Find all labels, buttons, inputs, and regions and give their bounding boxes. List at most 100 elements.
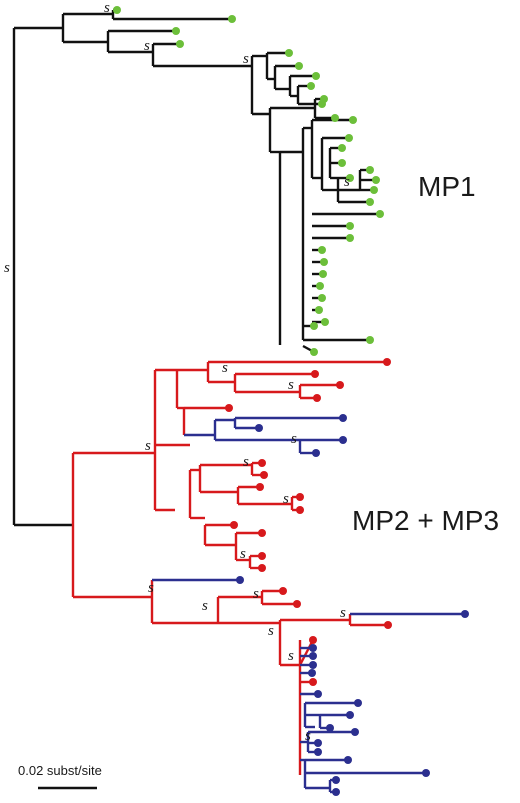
tip-node <box>307 82 315 90</box>
tip-node <box>296 493 304 501</box>
tip-node <box>331 114 339 122</box>
tip-node <box>338 159 346 167</box>
clade-label-mp2-mp3: MP2 + MP3 <box>352 505 499 536</box>
support-s-label: s <box>344 174 350 190</box>
tip-node <box>339 436 347 444</box>
tip-node <box>309 652 317 660</box>
tip-node <box>310 348 318 356</box>
tip-node <box>113 6 121 14</box>
tip-node <box>258 552 266 560</box>
tip-node <box>461 610 469 618</box>
tip-node <box>383 358 391 366</box>
tip-node <box>366 166 374 174</box>
clade-label-mp1: MP1 <box>418 171 476 202</box>
tip-node <box>326 724 334 732</box>
tip-node <box>366 198 374 206</box>
tip-node <box>376 210 384 218</box>
tree-tips <box>113 6 469 796</box>
tip-node <box>316 282 324 290</box>
support-s-label: s <box>104 0 110 16</box>
tip-node <box>344 756 352 764</box>
support-s-label: s <box>268 623 274 639</box>
tip-node <box>314 690 322 698</box>
tip-node <box>309 661 317 669</box>
tip-node <box>312 72 320 80</box>
tip-node <box>332 788 340 796</box>
support-s-label: s <box>305 728 311 744</box>
tip-node <box>354 699 362 707</box>
support-s-label: s <box>240 546 246 562</box>
tip-node <box>339 414 347 422</box>
support-s-label: s <box>291 431 297 447</box>
tip-node <box>236 576 244 584</box>
tip-node <box>260 471 268 479</box>
tip-node <box>309 636 317 644</box>
tip-node <box>258 459 266 467</box>
tip-node <box>320 258 328 266</box>
tip-node <box>314 739 322 747</box>
tip-node <box>346 222 354 230</box>
tip-node <box>319 270 327 278</box>
support-s-label: s <box>243 454 249 470</box>
tip-node <box>293 600 301 608</box>
tip-node <box>285 49 293 57</box>
tip-node <box>256 483 264 491</box>
tip-node <box>311 370 319 378</box>
tip-node <box>346 174 354 182</box>
tip-node <box>366 336 374 344</box>
tip-node <box>313 394 321 402</box>
tip-node <box>279 587 287 595</box>
support-s-label: s <box>4 260 10 276</box>
tip-node <box>308 669 316 677</box>
tip-node <box>296 506 304 514</box>
tip-node <box>346 711 354 719</box>
tip-node <box>255 424 263 432</box>
tip-node <box>384 621 392 629</box>
tip-node <box>422 769 430 777</box>
support-s-label: s <box>202 598 208 614</box>
tip-node <box>258 529 266 537</box>
tip-node <box>351 728 359 736</box>
tip-node <box>258 564 266 572</box>
tip-node <box>309 644 317 652</box>
tip-node <box>310 322 318 330</box>
tip-node <box>314 748 322 756</box>
tip-node <box>332 776 340 784</box>
support-s-label: s <box>243 51 249 67</box>
tip-node <box>370 186 378 194</box>
tip-node <box>225 404 233 412</box>
tip-node <box>228 15 236 23</box>
support-s-label: s <box>288 377 294 393</box>
tip-node <box>309 678 317 686</box>
tip-node <box>345 134 353 142</box>
tip-node <box>315 306 323 314</box>
tip-node <box>176 40 184 48</box>
support-s-label: s <box>283 491 289 507</box>
tip-node <box>295 62 303 70</box>
tip-node <box>230 521 238 529</box>
tip-node <box>312 449 320 457</box>
tip-node <box>321 318 329 326</box>
tree-branches <box>12 8 465 794</box>
tip-node <box>349 116 357 124</box>
support-s-label: s <box>340 605 346 621</box>
tip-node <box>338 144 346 152</box>
tip-node <box>372 176 380 184</box>
tip-node <box>346 234 354 242</box>
scale-bar: 0.02 subst/site <box>18 763 102 790</box>
support-s-label: s <box>288 648 294 664</box>
tip-node <box>318 294 326 302</box>
tip-node <box>172 27 180 35</box>
tip-node <box>320 95 328 103</box>
support-s-label: s <box>144 38 150 54</box>
scale-bar-label: 0.02 subst/site <box>18 763 102 778</box>
tip-node <box>318 246 326 254</box>
tree-branch <box>298 639 315 666</box>
tip-node <box>336 381 344 389</box>
support-s-label: s <box>222 360 228 376</box>
support-s-label: s <box>253 586 259 602</box>
support-s-label: s <box>148 580 154 596</box>
support-s-label: s <box>145 438 151 454</box>
